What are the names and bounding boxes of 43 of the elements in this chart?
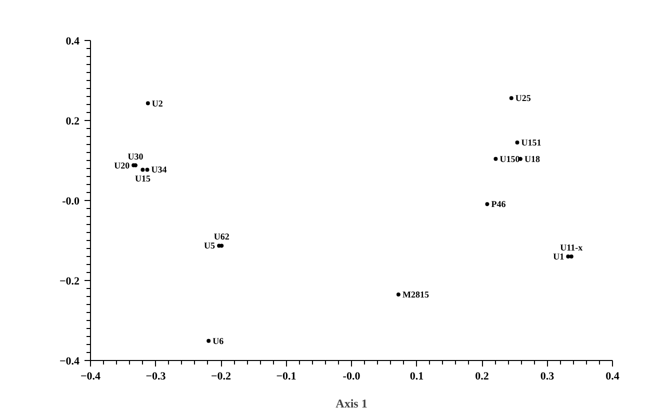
series-label: U18 bbox=[524, 154, 540, 164]
series-label: U11-x bbox=[560, 242, 584, 252]
point bbox=[485, 202, 490, 206]
y-tick-label: -0.0 bbox=[62, 196, 80, 208]
series-label: U15 bbox=[134, 174, 151, 184]
x-tick-label: 0.4 bbox=[606, 370, 620, 382]
series-label: U2 bbox=[152, 98, 164, 108]
point bbox=[569, 254, 574, 258]
series-label: M2815 bbox=[402, 290, 430, 300]
x-tick-label: 0.2 bbox=[475, 370, 490, 382]
y-tick-label: 0.4 bbox=[66, 36, 80, 48]
x-tick-label: −0.3 bbox=[146, 370, 166, 382]
point bbox=[145, 168, 150, 172]
point bbox=[509, 96, 514, 100]
y-tick-label: −0.4 bbox=[59, 356, 80, 368]
series-label: U25 bbox=[515, 93, 532, 104]
x-tick-label: −0.4 bbox=[80, 370, 102, 382]
x-tick-label: 0.1 bbox=[410, 370, 424, 382]
y-tick-label: −0.2 bbox=[59, 276, 80, 288]
point bbox=[220, 244, 224, 248]
point bbox=[140, 168, 145, 172]
series-label: U150 bbox=[500, 154, 520, 164]
series-label: U62 bbox=[214, 232, 230, 242]
point bbox=[146, 101, 150, 106]
y-tick-label: 0.2 bbox=[66, 116, 80, 128]
x-tick-label: 0.3 bbox=[540, 370, 555, 382]
point bbox=[396, 292, 400, 296]
series-label: U1 bbox=[553, 252, 565, 262]
series-label: U151 bbox=[521, 138, 542, 148]
series-label: U5 bbox=[204, 240, 216, 251]
x-tick-label: −0.1 bbox=[276, 370, 296, 382]
series-label: U34 bbox=[151, 164, 168, 175]
point bbox=[566, 254, 570, 258]
x-tick-label: −0.2 bbox=[210, 370, 232, 382]
point bbox=[206, 338, 211, 343]
x-axis-title: Axis 1 bbox=[336, 396, 368, 410]
series-label: P46 bbox=[491, 199, 506, 210]
series-label: U30 bbox=[128, 151, 144, 162]
series-label: U20 bbox=[114, 160, 130, 170]
x-tick-label: -0.0 bbox=[342, 370, 361, 382]
series-label: U6 bbox=[212, 336, 224, 346]
point bbox=[494, 156, 498, 161]
point bbox=[515, 140, 520, 144]
